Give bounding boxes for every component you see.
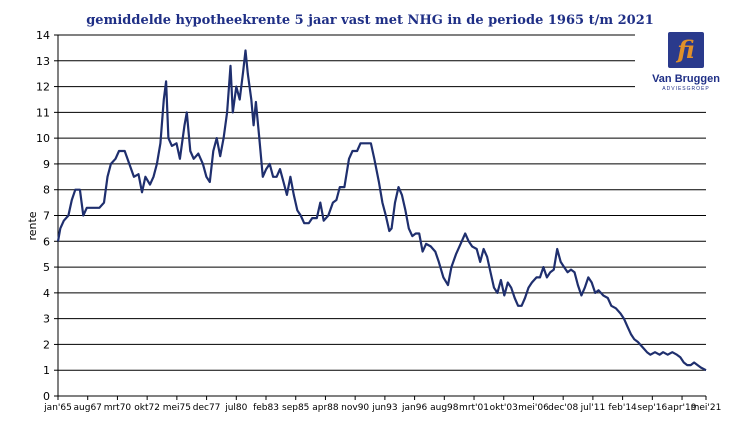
logo: fi Van Bruggen ADVIESGROEP <box>652 32 720 92</box>
y-tick-label: 0 <box>43 390 50 403</box>
y-axis-label: rente <box>26 211 39 240</box>
y-tick-label: 4 <box>43 287 50 300</box>
y-tick-label: 3 <box>43 313 50 326</box>
y-tick-label: 6 <box>43 235 50 248</box>
x-tick-label: nov90 <box>341 403 369 413</box>
x-tick-label: mei'21 <box>691 403 722 413</box>
logo-name: Van Bruggen <box>652 73 720 85</box>
chart-title: gemiddelde hypotheekrente 5 jaar vast me… <box>86 13 654 28</box>
series-line <box>56 49 707 372</box>
y-tick-label: 8 <box>43 184 50 197</box>
x-tick-label: jul80 <box>224 403 247 413</box>
y-tick-label: 10 <box>36 132 50 145</box>
y-tick-label: 9 <box>43 158 50 171</box>
x-tick-label: jan96 <box>401 403 427 413</box>
x-tick-label: okt72 <box>134 403 160 413</box>
y-tick-label: 7 <box>43 210 50 223</box>
x-tick-label: dec77 <box>193 403 221 413</box>
x-axis-ticks: jan'65 aug67 mrt70 okt72 mei75 dec77 jul80 feb8… <box>43 396 721 413</box>
x-tick-label: jan'65 <box>43 403 72 413</box>
gridlines <box>58 34 706 371</box>
y-tick-label: 13 <box>36 55 50 68</box>
x-tick-label: aug67 <box>74 403 102 413</box>
x-tick-label: mrt70 <box>104 403 132 413</box>
logo-subtitle: ADVIESGROEP <box>662 86 709 92</box>
x-tick-label: feb'14 <box>608 403 637 413</box>
x-tick-label: mei'06 <box>518 403 549 413</box>
x-tick-label: jul'11 <box>580 403 606 413</box>
y-tick-label: 5 <box>43 261 50 274</box>
y-tick-label: 2 <box>43 338 50 351</box>
x-tick-label: dec'08 <box>548 403 578 413</box>
logo-box <box>668 32 704 68</box>
x-tick-label: feb83 <box>253 403 279 413</box>
x-tick-label: jun93 <box>371 403 397 413</box>
y-tick-label: 11 <box>36 106 50 119</box>
x-tick-label: sep85 <box>282 403 309 413</box>
x-tick-label: mrt'01 <box>459 403 489 413</box>
y-tick-label: 1 <box>43 364 50 377</box>
x-tick-label: okt'03 <box>490 403 518 413</box>
x-tick-label: aug98 <box>430 403 459 413</box>
x-tick-label: mei75 <box>163 403 191 413</box>
y-tick-label: 12 <box>36 81 50 94</box>
logo-monogram: fi <box>675 35 694 64</box>
y-tick-label: 14 <box>36 29 50 42</box>
x-tick-label: apr'19 <box>668 403 697 413</box>
x-tick-label: sep'16 <box>637 403 667 413</box>
x-tick-label: apr88 <box>312 403 339 413</box>
